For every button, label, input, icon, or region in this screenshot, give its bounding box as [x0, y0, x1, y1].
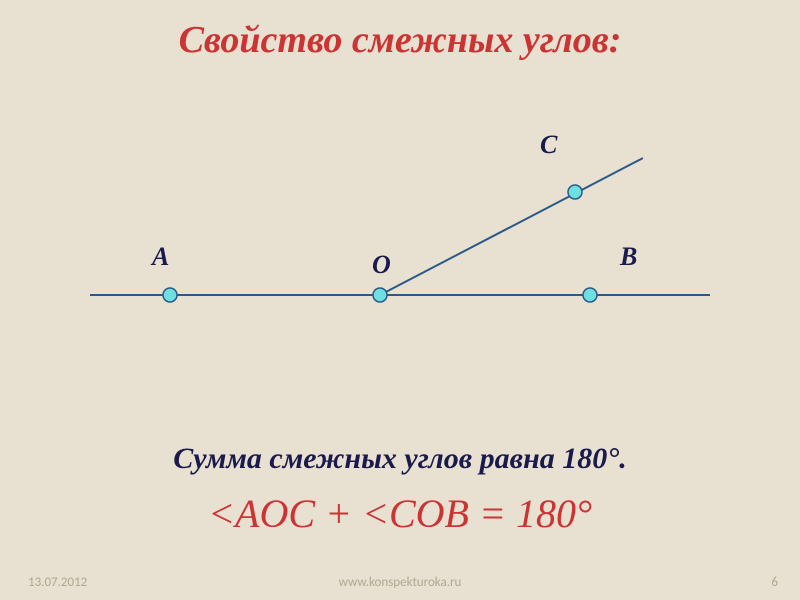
point-label-a: A	[152, 242, 169, 272]
point-label-b: B	[620, 242, 637, 272]
diagram-svg	[90, 130, 710, 350]
theorem-text: Сумма смежных углов равна 180°.	[0, 442, 800, 476]
angle-diagram: A O B C	[90, 130, 710, 350]
slide: Свойство смежных углов: A O B C Сумма см…	[0, 0, 800, 600]
footer-url: www.konspekturoka.ru	[0, 575, 800, 590]
point-label-o: O	[372, 250, 391, 280]
point-label-c: C	[540, 130, 557, 160]
slide-title: Свойство смежных углов:	[0, 18, 800, 62]
equation-text: <AOC + <COB = 180°	[0, 490, 800, 537]
footer-page-number: 6	[771, 575, 778, 590]
